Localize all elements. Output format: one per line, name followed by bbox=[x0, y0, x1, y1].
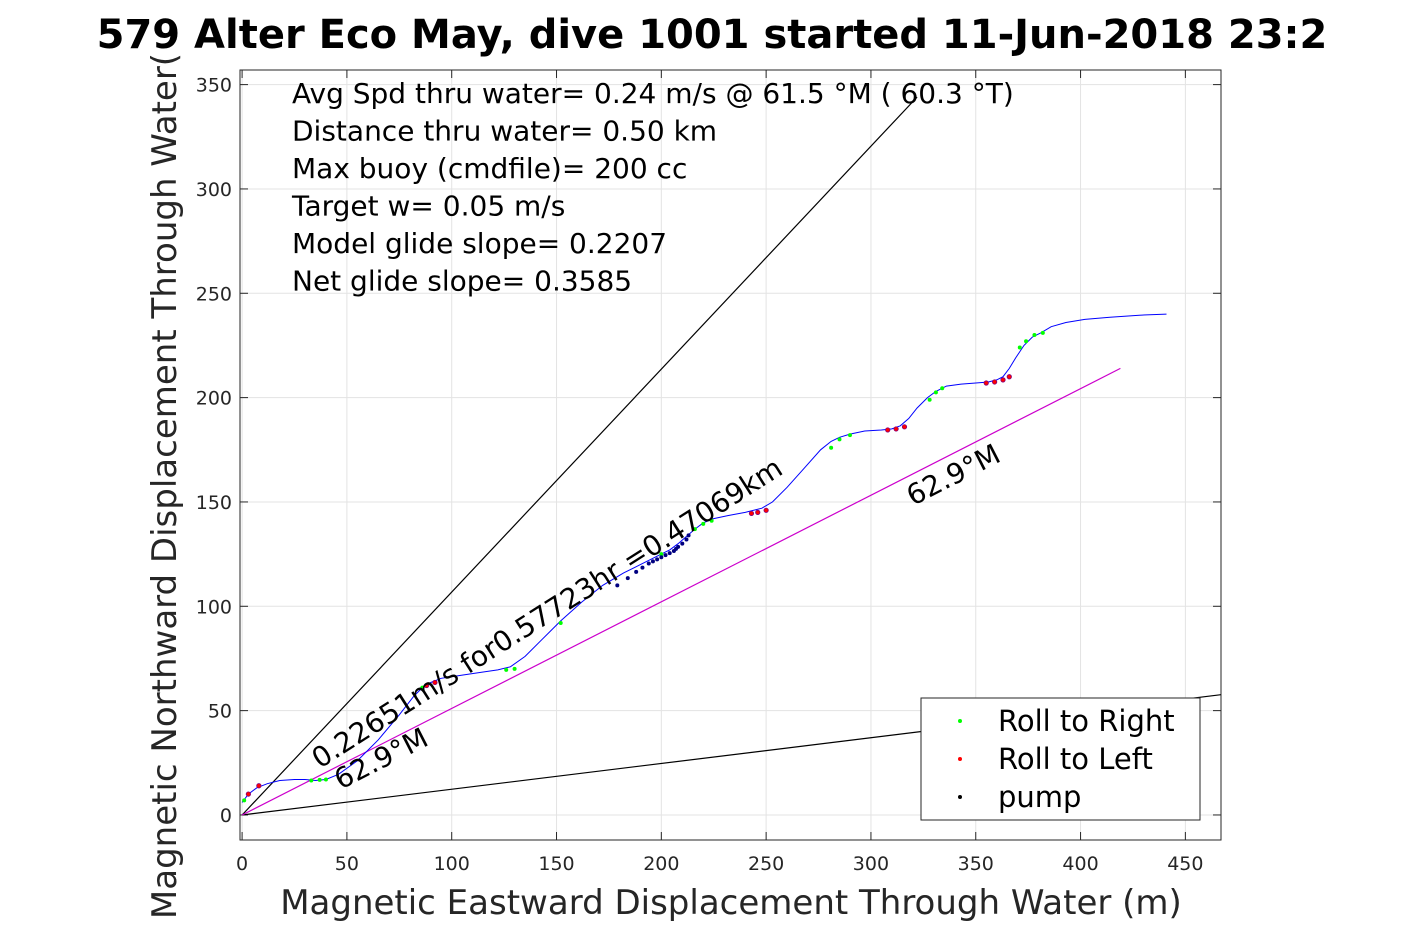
x-tick-label: 350 bbox=[958, 853, 994, 875]
x-tick-label: 400 bbox=[1062, 853, 1098, 875]
pump-marker bbox=[667, 551, 672, 556]
roll-right-marker bbox=[558, 620, 563, 625]
legend-label: Roll to Left bbox=[998, 742, 1153, 776]
x-tick-label: 100 bbox=[434, 853, 470, 875]
roll-right-marker bbox=[512, 666, 517, 671]
legend-swatch bbox=[958, 719, 962, 723]
roll-right-marker bbox=[659, 552, 664, 557]
y-tick-label: 250 bbox=[196, 283, 232, 305]
roll-right-marker bbox=[847, 433, 852, 438]
legend-swatch bbox=[958, 795, 962, 799]
pump-marker bbox=[659, 555, 664, 560]
roll-right-marker bbox=[242, 798, 247, 803]
pump-marker bbox=[650, 559, 655, 564]
roll-left-marker bbox=[1000, 377, 1006, 383]
pump-marker bbox=[676, 544, 681, 549]
roll-left-marker bbox=[755, 509, 761, 515]
roll-right-marker bbox=[709, 518, 714, 523]
pump-marker bbox=[634, 569, 639, 574]
info-line: Max buoy (cmdfile)= 200 cc bbox=[292, 152, 687, 185]
plot-frame bbox=[239, 69, 1222, 841]
series-steep-line bbox=[241, 96, 918, 816]
roll-left-marker bbox=[245, 791, 251, 797]
roll-right-marker bbox=[701, 521, 706, 526]
roll-right-marker bbox=[837, 437, 842, 442]
roll-right-marker bbox=[1024, 339, 1029, 344]
legend-label: Roll to Right bbox=[998, 704, 1175, 738]
x-tick-label: 300 bbox=[853, 853, 889, 875]
roll-left-marker bbox=[763, 507, 769, 513]
roll-right-marker bbox=[940, 386, 945, 391]
roll-left-marker bbox=[992, 379, 998, 385]
legend-swatch bbox=[958, 757, 962, 761]
pump-marker bbox=[615, 583, 620, 588]
x-tick-label: 0 bbox=[236, 853, 248, 875]
x-axis-label: Magnetic Eastward Displacement Through W… bbox=[280, 883, 1182, 923]
info-line: Avg Spd thru water= 0.24 m/s @ 61.5 °M (… bbox=[292, 77, 1014, 110]
info-line: Distance thru water= 0.50 km bbox=[292, 115, 717, 148]
x-tick-label: 250 bbox=[748, 853, 784, 875]
x-tick-label: 450 bbox=[1167, 853, 1203, 875]
y-tick-label: 350 bbox=[196, 75, 232, 97]
roll-right-marker bbox=[1040, 330, 1045, 335]
y-tick-label: 50 bbox=[208, 701, 232, 723]
info-line: Target w= 0.05 m/s bbox=[291, 190, 565, 223]
y-tick-label: 300 bbox=[196, 179, 232, 201]
legend-label: pump bbox=[998, 780, 1081, 814]
legend-box bbox=[920, 697, 1201, 821]
roll-right-marker bbox=[420, 685, 425, 690]
roll-left-marker bbox=[1006, 374, 1012, 380]
x-tick-label: 200 bbox=[643, 853, 679, 875]
roll-left-marker bbox=[901, 424, 908, 430]
pump-marker bbox=[684, 537, 689, 542]
info-text-block: Avg Spd thru water= 0.24 m/s @ 61.5 °M (… bbox=[291, 77, 1014, 298]
roll-left-marker bbox=[256, 783, 262, 789]
y-axis-label: Magnetic Northward Displacement Through … bbox=[145, 53, 185, 919]
roll-left-marker bbox=[748, 510, 755, 517]
roll-right-marker bbox=[1032, 333, 1037, 338]
roll-right-marker bbox=[933, 390, 938, 395]
pump-marker bbox=[686, 533, 691, 538]
roll-left-marker bbox=[432, 679, 438, 686]
y-tick-label: 200 bbox=[196, 388, 232, 410]
roll-right-marker bbox=[927, 397, 932, 402]
chart-title: 579 Alter Eco May, dive 1001 started 11-… bbox=[97, 12, 1328, 58]
series-track bbox=[241, 313, 1167, 803]
info-line: Net glide slope= 0.3585 bbox=[292, 265, 632, 298]
legend: Roll to Right Roll to Left pump bbox=[920, 697, 1201, 821]
roll-left-marker bbox=[423, 682, 430, 689]
roll-left-marker bbox=[893, 426, 899, 432]
roll-right-marker bbox=[829, 445, 834, 450]
pump-marker bbox=[646, 561, 651, 566]
x-tick-label: 150 bbox=[538, 853, 574, 875]
pump-marker bbox=[640, 565, 645, 570]
y-tick-label: 150 bbox=[196, 492, 232, 514]
pump-marker bbox=[655, 557, 660, 562]
info-line: Model glide slope= 0.2207 bbox=[292, 227, 667, 260]
roll-right-marker bbox=[323, 777, 328, 782]
roll-right-marker bbox=[317, 777, 322, 782]
axes: 0 50 100 150 200 250 300 350 400 450 0 50 100 150 200 2… bbox=[196, 69, 1222, 875]
pump-marker bbox=[680, 541, 685, 546]
x-tick-label: 50 bbox=[335, 853, 359, 875]
roll-right-marker bbox=[504, 667, 509, 672]
roll-right-marker bbox=[1017, 345, 1022, 350]
y-tick-label: 0 bbox=[220, 805, 232, 827]
y-tick-label: 100 bbox=[196, 596, 232, 618]
roll-right-marker bbox=[309, 778, 314, 783]
roll-left-marker bbox=[983, 380, 989, 386]
roll-left-marker bbox=[885, 427, 891, 433]
pump-marker bbox=[663, 553, 668, 558]
pump-marker bbox=[625, 576, 630, 581]
series-heading-line bbox=[241, 367, 1121, 816]
marker-layer bbox=[242, 330, 1045, 803]
roll-right-marker bbox=[692, 527, 697, 532]
